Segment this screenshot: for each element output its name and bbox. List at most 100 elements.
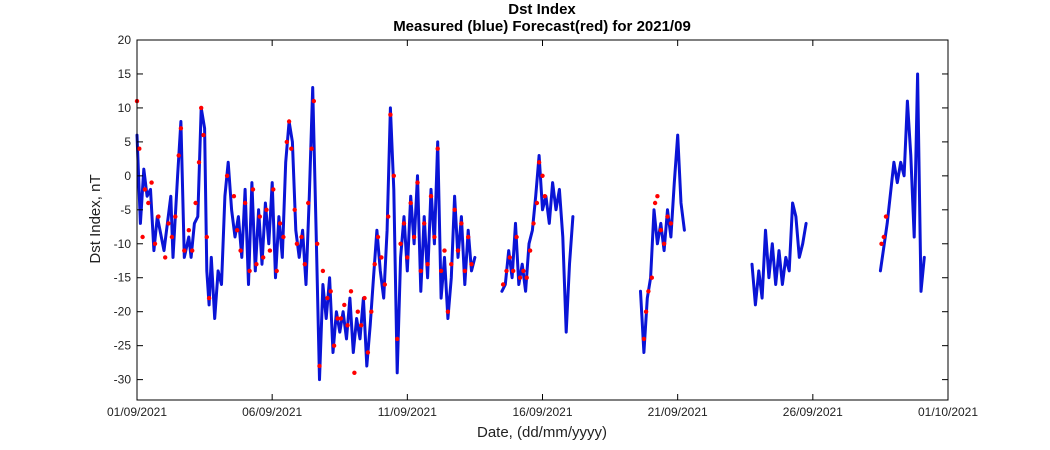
forecast-point: [452, 207, 457, 212]
forecast-point: [311, 98, 316, 104]
measured-line-segment: [878, 72, 926, 293]
forecast-point: [315, 241, 320, 246]
forecast-point: [342, 302, 347, 308]
x-tick-label: 26/09/2021: [783, 405, 843, 419]
measured-line-segment: [500, 154, 575, 334]
forecast-point: [289, 146, 294, 151]
y-tick-label: 15: [118, 67, 132, 81]
forecast-point: [182, 248, 187, 253]
forecast-point: [331, 343, 337, 348]
forecast-point: [142, 187, 148, 192]
forecast-point: [527, 248, 533, 253]
forecast-point: [418, 268, 423, 274]
forecast-point: [140, 234, 145, 240]
y-tick-label: -15: [114, 271, 132, 285]
forecast-point: [254, 262, 259, 267]
chart-title: Dst Index: [508, 1, 576, 18]
forecast-point: [386, 214, 391, 219]
forecast-point: [369, 309, 374, 314]
x-tick-label: 21/09/2021: [648, 405, 708, 419]
forecast-point: [504, 268, 509, 274]
forecast-point: [292, 207, 297, 212]
y-tick-label: -30: [114, 373, 132, 387]
forecast-point: [365, 350, 371, 355]
measured-line-segment: [639, 133, 686, 354]
measured-line-segment: [750, 201, 808, 307]
forecast-point: [149, 180, 154, 185]
forecast-point: [883, 214, 889, 219]
forecast-point: [514, 234, 519, 240]
forecast-point: [428, 194, 434, 199]
forecast-point: [169, 234, 175, 240]
forecast-point: [302, 262, 307, 267]
forecast-point: [524, 275, 529, 280]
y-tick-label: 10: [118, 101, 132, 115]
forecast-point: [250, 187, 256, 192]
x-tick-label: 01/10/2021: [918, 405, 978, 419]
y-tick-label: -10: [114, 237, 132, 251]
y-tick-label: 20: [118, 33, 132, 47]
forecast-point: [372, 262, 377, 267]
forecast-point: [455, 248, 461, 253]
x-tick-label: 11/09/2021: [378, 405, 437, 419]
forecast-point: [665, 214, 670, 219]
forecast-point: [325, 295, 330, 301]
forecast-point: [521, 268, 526, 274]
forecast-point: [261, 255, 266, 260]
forecast-point: [540, 173, 545, 178]
forecast-point: [286, 119, 292, 124]
forecast-point: [649, 275, 654, 280]
forecast-point: [466, 234, 471, 240]
forecast-point: [449, 262, 454, 267]
plot-area: [134, 72, 926, 382]
forecast-point: [257, 214, 262, 219]
x-tick-label: 16/09/2021: [512, 405, 572, 419]
forecast-point: [238, 248, 243, 253]
forecast-point: [178, 126, 184, 131]
forecast-point: [462, 268, 467, 274]
x-tick-label: 06/09/2021: [242, 405, 302, 419]
forecast-point: [271, 187, 276, 192]
forecast-point: [411, 234, 417, 240]
forecast-point: [328, 289, 333, 294]
forecast-point: [317, 363, 322, 369]
forecast-point: [362, 295, 367, 301]
measured-line-segment: [135, 86, 477, 382]
forecast-point: [500, 282, 506, 287]
forecast-point: [391, 173, 396, 178]
forecast-point: [879, 241, 884, 246]
forecast-point: [881, 234, 886, 240]
y-tick-label: -5: [120, 203, 131, 217]
forecast-point: [163, 255, 168, 260]
forecast-point: [469, 262, 474, 267]
forecast-point: [242, 200, 248, 206]
forecast-point: [652, 200, 658, 206]
forecast-point: [335, 316, 340, 321]
forecast-point: [231, 194, 237, 199]
forecast-point: [352, 370, 357, 375]
forecast-point: [284, 139, 289, 145]
forecast-point: [517, 275, 523, 280]
forecast-point: [379, 255, 384, 260]
forecast-point: [359, 323, 364, 328]
forecast-point: [235, 228, 240, 233]
forecast-point: [267, 248, 273, 253]
forecast-point: [438, 268, 444, 274]
forecast-point: [137, 146, 142, 151]
y-tick-label: 5: [124, 135, 131, 149]
forecast-point: [534, 200, 540, 206]
forecast-point: [531, 221, 536, 226]
forecast-point: [445, 309, 451, 314]
forecast-point: [274, 268, 279, 274]
forecast-point: [459, 221, 464, 226]
axes: 20 15 10 5 0 -5 -10 -15 -20 -25 -30 01/09/2021 06/09…: [107, 33, 978, 419]
forecast-point: [355, 309, 360, 314]
forecast-point: [435, 146, 440, 151]
forecast-point: [146, 200, 151, 206]
forecast-point: [277, 221, 283, 226]
forecast-point: [405, 255, 410, 260]
forecast-point: [511, 268, 516, 274]
forecast-point: [401, 221, 407, 226]
forecast-point: [646, 289, 651, 294]
